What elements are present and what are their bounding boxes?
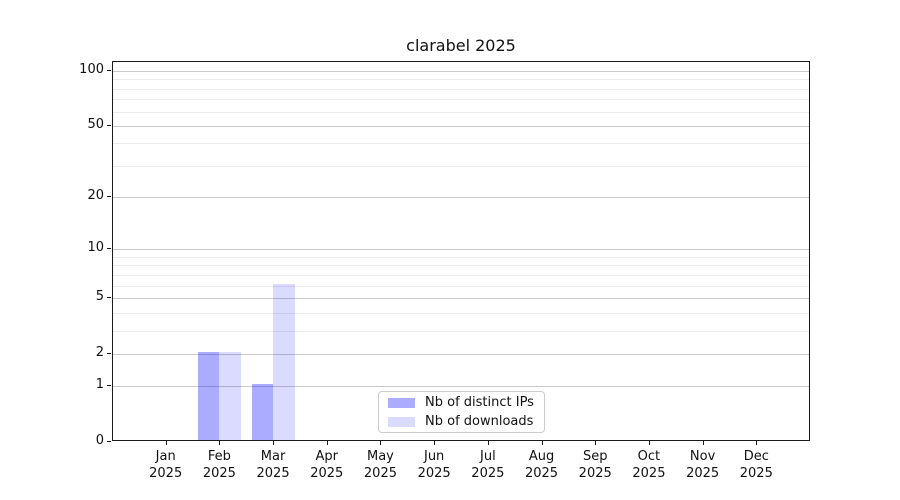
legend-item-downloads: Nb of downloads [388,413,544,431]
x-tick-label: Jun 2025 [417,449,451,481]
x-tick-label: Apr 2025 [310,449,344,481]
legend-item-distinct-ips: Nb of distinct IPs [388,394,544,412]
x-tick-label: Oct 2025 [632,449,666,481]
x-tick-mark [219,441,221,445]
x-tick-label: Dec 2025 [739,449,773,481]
gridline-minor [113,143,809,145]
x-tick-label: Mar 2025 [256,449,290,481]
gridline-minor [113,88,809,90]
y-tick-label: 2 [95,344,104,360]
legend-swatch-downloads [388,416,415,427]
gridline-minor [113,330,809,332]
gridline-minor [113,79,809,81]
y-tick-label: 10 [87,240,104,256]
legend: Nb of distinct IPs Nb of downloads [378,391,545,433]
y-tick-label: 5 [95,288,104,304]
x-tick-mark [595,441,597,445]
x-tick-mark [165,441,167,445]
x-tick-label: Aug 2025 [524,449,559,481]
y-tick-label: 20 [87,188,104,204]
x-tick-mark [434,441,436,445]
x-tick-mark [648,441,650,445]
y-tick-label: 1 [95,377,104,393]
gridline-minor [113,165,809,167]
x-tick-label: Jul 2025 [471,449,505,481]
bar-distinct-ips [197,351,220,440]
x-tick-mark [541,441,543,445]
y-tick-mark [107,70,111,71]
gridline-major [113,297,809,299]
gridline-major [113,249,809,251]
x-tick-label: Sep 2025 [578,449,612,481]
gridline-minor [113,285,809,287]
bar-distinct-ips [251,384,274,440]
gridline-major [113,125,809,127]
gridline-major [113,353,809,355]
y-tick-mark [107,124,111,126]
chart-title: clarabel 2025 [406,36,516,55]
x-tick-label: Nov 2025 [686,449,720,481]
x-tick-mark [273,441,275,445]
y-tick-mark [107,196,111,198]
gridline-minor [113,265,809,267]
y-tick-label: 0 [95,433,104,448]
y-tick-label: 50 [87,116,104,132]
x-tick-mark [326,441,328,445]
x-tick-mark [702,441,704,445]
x-tick-label: Jan 2025 [149,449,183,481]
gridline-minor [113,312,809,314]
y-tick-label: 100 [79,62,104,77]
gridline-minor [113,99,809,101]
gridline-major [113,71,809,72]
bar-downloads [273,283,295,440]
y-tick-mark [107,441,111,442]
x-tick-label: Feb 2025 [202,449,236,481]
gridline-minor [113,111,809,113]
y-tick-mark [107,296,111,298]
legend-swatch-distinct-ips [388,397,415,408]
x-tick-label: May 2025 [363,449,397,481]
y-tick-mark [107,385,111,387]
gridline-minor [113,256,809,258]
plot-area [112,61,810,441]
gridline-major [113,386,809,388]
gridline-minor [113,274,809,276]
y-tick-mark [107,352,111,354]
gridline-major [113,197,809,199]
bar-downloads [219,351,241,440]
y-tick-mark [107,248,111,250]
legend-label-downloads: Nb of downloads [425,414,534,429]
x-tick-mark [756,441,758,445]
legend-label-distinct-ips: Nb of distinct IPs [425,395,534,410]
x-tick-mark [380,441,382,445]
x-tick-mark [487,441,489,445]
